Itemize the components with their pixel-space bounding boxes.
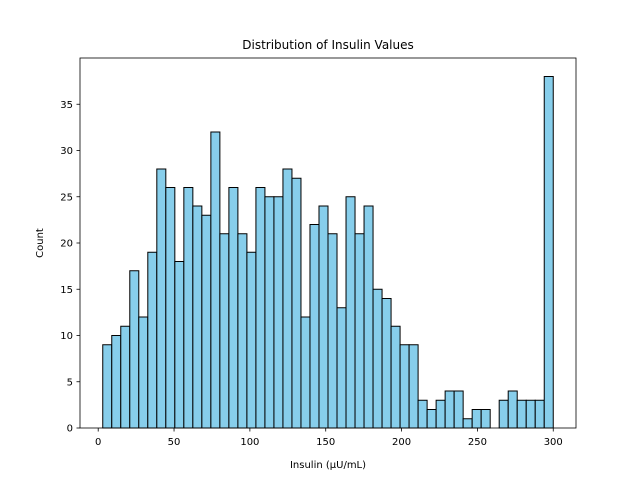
chart-title: Distribution of Insulin Values xyxy=(242,38,414,52)
y-axis-ticks: 0 5 10 15 20 25 30 35 xyxy=(60,100,80,435)
histogram-bar xyxy=(363,205,374,429)
x-axis-label: Insulin (μU/mL) xyxy=(290,460,366,471)
histogram-bar xyxy=(120,325,131,429)
histogram-bar xyxy=(228,187,239,429)
histogram-bar xyxy=(237,233,248,429)
histogram-bar xyxy=(534,399,545,429)
x-tick-label: 50 xyxy=(168,437,181,448)
histogram-bar xyxy=(174,261,185,429)
histogram-bar xyxy=(282,168,293,429)
x-axis-ticks: 0 50 100 150 200 250 300 xyxy=(95,428,563,448)
y-tick-label: 0 xyxy=(67,424,73,435)
histogram-bar xyxy=(201,214,212,429)
y-axis-label: Count xyxy=(35,228,46,258)
histogram-bar xyxy=(156,168,167,429)
histogram-bar xyxy=(462,418,473,429)
histogram-bar xyxy=(138,316,149,429)
histogram-bar xyxy=(111,335,122,429)
x-tick-label: 100 xyxy=(240,437,259,448)
histogram-bar xyxy=(354,233,365,429)
histogram-bar xyxy=(408,344,419,429)
histogram-bar xyxy=(399,344,410,429)
y-tick-label: 5 xyxy=(67,377,73,388)
x-tick-label: 0 xyxy=(95,437,101,448)
histogram-bar xyxy=(246,251,257,429)
y-tick-label: 25 xyxy=(60,192,73,203)
histogram-bar xyxy=(165,187,176,429)
histogram-bar xyxy=(273,196,284,429)
histogram-bar xyxy=(192,205,203,429)
x-tick-label: 200 xyxy=(392,437,411,448)
histogram-bar xyxy=(471,409,482,429)
x-tick-label: 250 xyxy=(468,437,487,448)
bars-group xyxy=(102,76,554,429)
histogram-bar xyxy=(219,233,230,429)
y-tick-label: 20 xyxy=(60,239,73,250)
histogram-bar xyxy=(507,390,518,429)
histogram-bar xyxy=(525,399,536,429)
histogram-bar xyxy=(498,399,509,429)
y-tick-label: 30 xyxy=(60,146,73,157)
histogram-bar xyxy=(210,131,221,429)
histogram-bar xyxy=(318,205,329,429)
histogram-bar xyxy=(516,399,527,429)
histogram-bar xyxy=(480,409,491,429)
histogram-bar xyxy=(453,390,464,429)
histogram-bar xyxy=(372,288,383,429)
histogram-bar xyxy=(291,177,302,429)
y-tick-label: 10 xyxy=(60,331,73,342)
histogram-bar xyxy=(147,251,158,429)
histogram-bar xyxy=(183,187,194,429)
histogram-bar xyxy=(417,399,428,429)
histogram-bar xyxy=(345,196,356,429)
histogram-bar xyxy=(264,196,275,429)
histogram-bar xyxy=(543,76,554,429)
histogram-bar xyxy=(390,325,401,429)
y-tick-label: 35 xyxy=(60,100,73,111)
histogram-bar xyxy=(444,390,455,429)
histogram-bar xyxy=(129,270,140,429)
histogram-bar xyxy=(255,187,266,429)
y-tick-label: 15 xyxy=(60,285,73,296)
plot-frame xyxy=(79,57,577,429)
x-tick-label: 150 xyxy=(316,437,335,448)
histogram-bar xyxy=(426,409,437,429)
x-tick-label: 300 xyxy=(544,437,563,448)
histogram-bar xyxy=(327,233,338,429)
histogram-bar xyxy=(336,307,347,429)
histogram-bar xyxy=(102,344,113,429)
histogram-bar xyxy=(309,224,320,429)
histogram-bar xyxy=(435,399,446,429)
histogram-bar xyxy=(381,298,392,429)
histogram-bar xyxy=(300,316,311,429)
